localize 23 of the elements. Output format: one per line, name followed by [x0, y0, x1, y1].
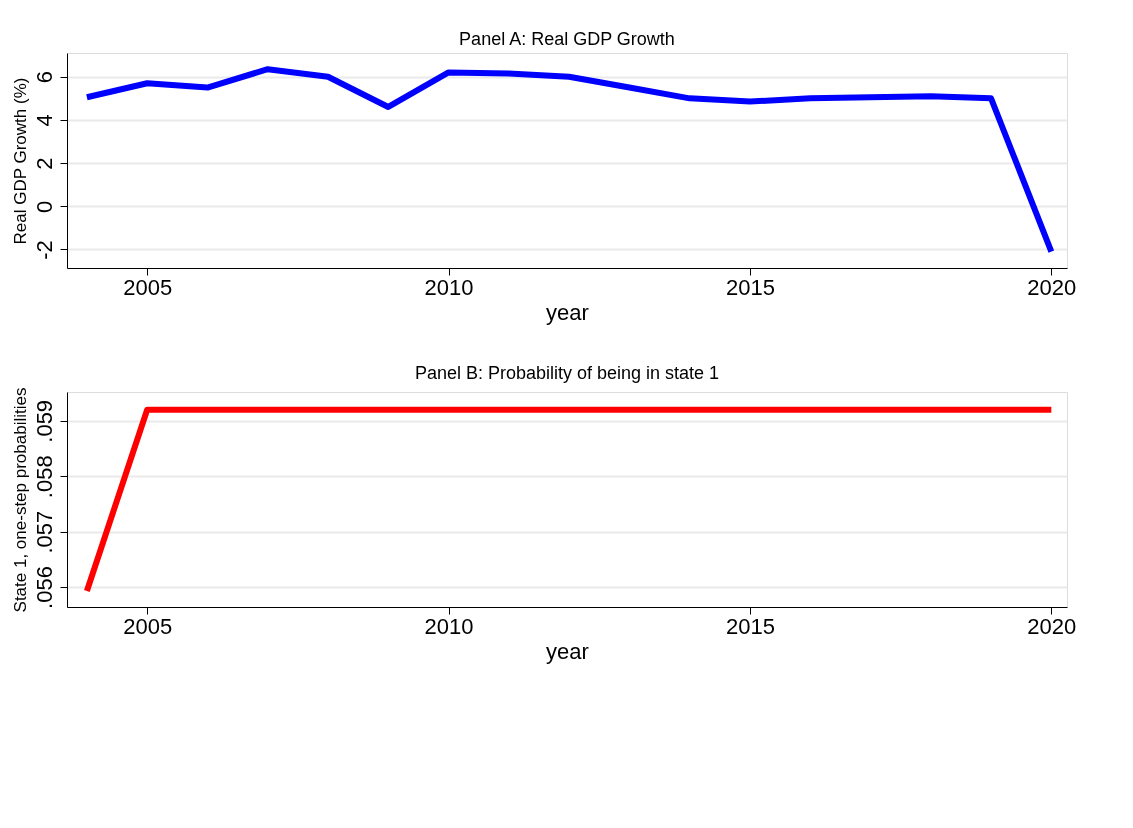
x-tick-label: 2005 — [123, 613, 173, 639]
x-tick-label: 2010 — [424, 274, 474, 300]
y-tick-label: 4 — [31, 114, 57, 127]
x-tick-label: 2005 — [123, 274, 173, 300]
y-tick-label: 2 — [31, 157, 57, 170]
x-axis-title: year — [546, 299, 589, 325]
y-tick-label: .057 — [31, 510, 57, 554]
y-tick-label: -2 — [31, 240, 57, 260]
chart-title: Panel B: Probability of being in state 1 — [414, 363, 720, 384]
x-tick-label: 2015 — [725, 274, 775, 300]
y-axis-title: State 1, one-step probabilities — [10, 387, 30, 613]
y-tick-label: 0 — [31, 200, 57, 213]
x-tick-label: 2015 — [725, 613, 775, 639]
x-tick-label: 2020 — [1027, 613, 1077, 639]
y-axis-title: Real GDP Growth (%) — [10, 77, 30, 245]
x-tick-label: 2010 — [424, 613, 474, 639]
y-tick-label: .059 — [31, 399, 57, 443]
chart-title: Panel A: Real GDP Growth — [459, 29, 675, 49]
x-axis-title: year — [546, 638, 589, 664]
y-tick-label: 6 — [31, 71, 57, 84]
y-tick-label: .056 — [31, 566, 57, 609]
y-tick-label: .058 — [31, 455, 57, 499]
x-tick-label: 2020 — [1027, 274, 1077, 300]
